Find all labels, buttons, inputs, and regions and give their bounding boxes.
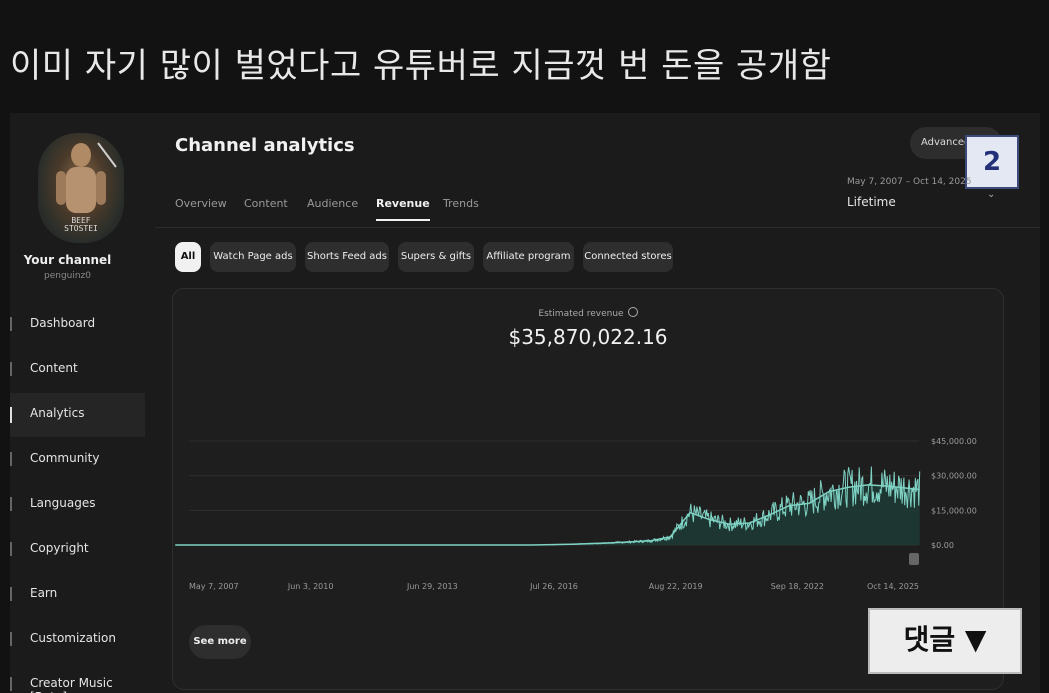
nav-bar-icon bbox=[10, 362, 12, 376]
tab-trends[interactable]: Trends bbox=[443, 197, 479, 210]
x-tick-label: Jul 26, 2016 bbox=[529, 582, 578, 591]
revenue-chart: $45,000.00 $30,000.00 $15,000.00 $0.00 May … bbox=[175, 437, 977, 591]
sidebar-item-label: Community bbox=[30, 451, 100, 465]
nav-bar-icon bbox=[10, 632, 12, 646]
sidebar-item-label: Analytics bbox=[30, 406, 85, 420]
sidebar-item-community[interactable]: Community bbox=[10, 438, 145, 482]
tab-content[interactable]: Content bbox=[244, 197, 288, 210]
image-number-badge: 2 bbox=[965, 135, 1019, 189]
filter-chip-watch-page-ads[interactable]: Watch Page ads bbox=[210, 242, 296, 272]
main-panel: Channel analytics Overview Content Audie… bbox=[155, 113, 1040, 693]
sidebar-item-earn[interactable]: Earn bbox=[10, 573, 145, 617]
metric-label: Estimated revenue bbox=[173, 307, 1003, 319]
x-tick-label: Jun 3, 2010 bbox=[287, 582, 334, 591]
avatar-figure-icon bbox=[56, 142, 117, 213]
see-more-button[interactable]: See more bbox=[189, 625, 251, 659]
nav-bar-icon bbox=[10, 407, 12, 423]
metric-value: $35,870,022.16 bbox=[508, 325, 668, 349]
y-tick-label: $30,000.00 bbox=[931, 472, 977, 481]
nav-bar-icon bbox=[10, 542, 12, 556]
tab-overview[interactable]: Overview bbox=[175, 197, 227, 210]
sidebar: BEEF STOSTEI Your channel penguinz0 Dash… bbox=[10, 113, 155, 693]
filter-chip-connected-stores[interactable]: Connected stores bbox=[583, 242, 673, 272]
date-preset-select[interactable]: Lifetime bbox=[847, 195, 896, 209]
filter-chip-shorts-feed-ads[interactable]: Shorts Feed ads bbox=[305, 242, 389, 272]
chevron-down-icon[interactable]: ⌄ bbox=[987, 189, 996, 200]
x-tick-label: Oct 14, 2025 bbox=[867, 582, 919, 591]
y-tick-label: $45,000.00 bbox=[931, 437, 977, 446]
tab-audience[interactable]: Audience bbox=[307, 197, 359, 210]
revenue-card: Estimated revenue $35,870,022.16 $45,000… bbox=[172, 288, 1004, 690]
y-tick-label: $0.00 bbox=[931, 541, 954, 550]
channel-handle: penguinz0 bbox=[43, 271, 92, 281]
sidebar-item-label: Languages bbox=[30, 496, 96, 510]
sidebar-item-label: Dashboard bbox=[30, 316, 96, 330]
filter-chip-all[interactable]: All bbox=[175, 242, 201, 272]
sidebar-item-label: Copyright bbox=[30, 541, 89, 555]
sidebar-item-label: Customization bbox=[30, 631, 116, 645]
date-range: May 7, 2007 – Oct 14, 2025 bbox=[847, 177, 972, 187]
nav-bar-icon bbox=[10, 452, 12, 466]
filter-chip-affiliate-program[interactable]: Affiliate program bbox=[483, 242, 574, 272]
sidebar-item-customization[interactable]: Customization bbox=[10, 618, 145, 662]
sidebar-item-languages[interactable]: Languages bbox=[10, 483, 145, 527]
sidebar-item-label: Earn bbox=[30, 586, 58, 600]
x-tick-label: Jun 29, 2013 bbox=[406, 582, 458, 591]
sidebar-item-label: Content bbox=[30, 361, 78, 375]
page-title: Channel analytics bbox=[175, 135, 355, 156]
analytics-screenshot: BEEF STOSTEI Your channel penguinz0 Dash… bbox=[10, 113, 1040, 693]
sidebar-item-creator-music[interactable]: Creator Music [Beta] bbox=[10, 663, 145, 693]
avatar-text: BEEF STOSTEI bbox=[64, 216, 98, 233]
header-divider bbox=[155, 227, 1040, 228]
revenue-area bbox=[175, 484, 920, 545]
nav-bar-icon bbox=[10, 317, 12, 331]
filter-chip-supers-gifts[interactable]: Supers & gifts bbox=[398, 242, 474, 272]
sidebar-item-content[interactable]: Content bbox=[10, 348, 145, 392]
x-tick-label: Aug 22, 2019 bbox=[649, 582, 703, 591]
sidebar-item-copyright[interactable]: Copyright bbox=[10, 528, 145, 572]
x-tick-label: May 7, 2007 bbox=[189, 582, 239, 591]
sidebar-item-label: Creator Music [Beta] bbox=[30, 676, 113, 693]
nav-bar-icon bbox=[10, 677, 12, 691]
tab-revenue[interactable]: Revenue bbox=[376, 197, 430, 221]
post-title: 이미 자기 많이 벌었다고 유튜버로 지금껏 번 돈을 공개함 bbox=[10, 46, 832, 86]
x-tick-label: Sep 18, 2022 bbox=[771, 582, 824, 591]
revenue-line-variation bbox=[551, 466, 921, 546]
sidebar-item-dashboard[interactable]: Dashboard bbox=[10, 303, 145, 347]
metric-label-text: Estimated revenue bbox=[538, 309, 624, 319]
y-tick-label: $15,000.00 bbox=[931, 506, 977, 515]
channel-avatar[interactable]: BEEF STOSTEI bbox=[38, 133, 124, 243]
nav-bar-icon bbox=[10, 497, 12, 511]
your-channel-label: Your channel bbox=[23, 253, 112, 267]
clock-icon[interactable] bbox=[627, 307, 638, 317]
comments-toggle-button[interactable]: 댓글 ▼ bbox=[868, 608, 1022, 674]
chart-export-icon[interactable] bbox=[909, 553, 919, 565]
nav-bar-icon bbox=[10, 587, 12, 601]
sidebar-item-analytics[interactable]: Analytics bbox=[10, 393, 145, 437]
